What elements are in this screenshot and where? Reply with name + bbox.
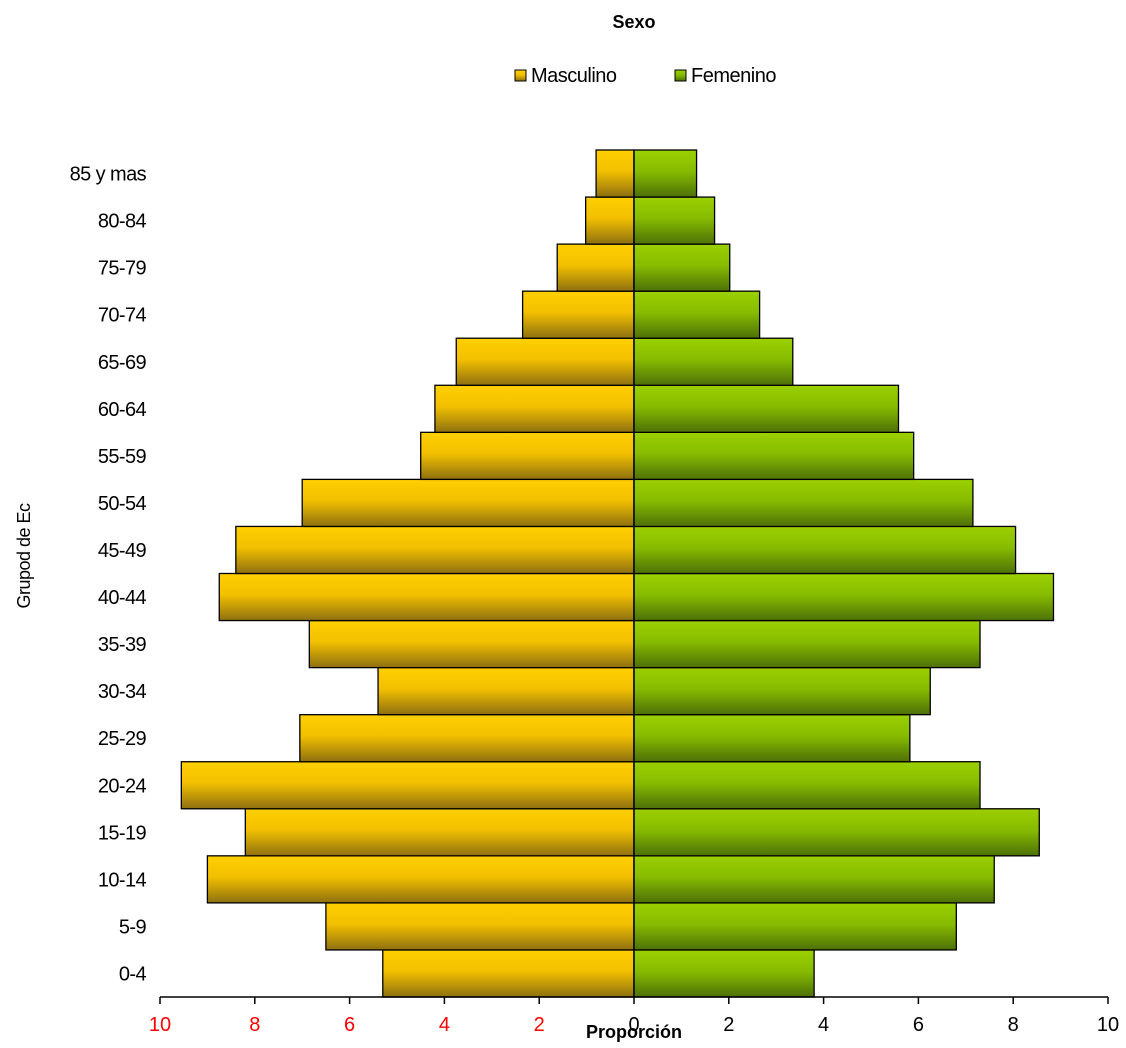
legend: Masculino Femenino <box>514 65 777 87</box>
category-label: 75-79 <box>98 258 147 280</box>
bar-femenino-40-44 <box>633 572 1055 622</box>
bar-femenino-70-74 <box>633 290 761 339</box>
bar-masculino-20-24 <box>180 761 635 810</box>
category-label: 30-34 <box>98 681 147 703</box>
bar-masculino-70-74 <box>521 290 635 339</box>
legend-swatch-masculino <box>514 69 527 82</box>
x-tick-label: 4 <box>439 1014 450 1036</box>
bar-femenino-60-64 <box>633 384 900 433</box>
category-label: 85 y mas <box>70 164 147 186</box>
bar-masculino-55-59 <box>420 431 635 481</box>
bar-masculino-60-64 <box>434 384 635 433</box>
bar-masculino-50-54 <box>301 478 635 528</box>
bar-femenino-55-59 <box>633 431 915 481</box>
bar-femenino-65-69 <box>633 337 794 386</box>
bar-masculino-30-34 <box>377 666 635 716</box>
plot-area: 0-4 5-9 10-14 15-19 20-24 25-29 30-34 35-39 40-4… <box>70 149 1119 1036</box>
bar-femenino-15-19 <box>633 808 1040 857</box>
category-label: 60-64 <box>98 399 147 421</box>
y-axis-title: Grupod de Ec <box>14 503 34 609</box>
bar-masculino-0-4 <box>382 949 635 998</box>
legend-label-femenino: Femenino <box>691 65 776 87</box>
legend-swatch-femenino <box>674 69 687 82</box>
bar-femenino-25-29 <box>633 714 911 763</box>
x-tick-label: 6 <box>344 1014 355 1036</box>
x-tick-label: 10 <box>149 1014 171 1036</box>
bar-femenino-50-54 <box>633 478 974 528</box>
bar-femenino-30-34 <box>633 666 931 716</box>
bar-femenino-5-9 <box>633 902 957 951</box>
bar-femenino-20-24 <box>633 761 981 810</box>
x-tick-label: 8 <box>249 1014 260 1036</box>
category-label: 15-19 <box>98 822 147 844</box>
category-label: 80-84 <box>98 211 147 233</box>
bar-masculino-80-84 <box>585 196 635 245</box>
bar-masculino-5-9 <box>325 902 635 951</box>
category-label: 25-29 <box>98 728 147 750</box>
bar-masculino-40-44 <box>218 572 635 622</box>
bar-masculino-35-39 <box>308 619 635 669</box>
x-tick-label: 0 <box>628 1014 639 1036</box>
category-label: 65-69 <box>98 352 147 374</box>
category-label: 0-4 <box>119 963 147 985</box>
bar-masculino-65-69 <box>455 337 635 386</box>
bar-masculino-15-19 <box>244 808 635 857</box>
category-label: 50-54 <box>98 493 147 515</box>
x-tick-label: 8 <box>1008 1014 1019 1036</box>
category-label: 70-74 <box>98 305 147 327</box>
bar-femenino-0-4 <box>633 949 815 998</box>
x-tick-label: 4 <box>818 1014 829 1036</box>
category-label: 40-44 <box>98 587 147 609</box>
x-tick-label: 10 <box>1097 1014 1119 1036</box>
bar-femenino-45-49 <box>633 525 1017 575</box>
bar-masculino-85-y-mas <box>595 149 635 198</box>
x-tick-label: 2 <box>723 1014 734 1036</box>
bar-masculino-75-79 <box>556 243 635 292</box>
category-label: 10-14 <box>98 869 147 891</box>
bar-femenino-85-y-mas <box>633 149 698 198</box>
x-tick-label: 6 <box>913 1014 924 1036</box>
category-label: 35-39 <box>98 634 147 656</box>
category-label: 55-59 <box>98 446 147 468</box>
x-tick-label: 2 <box>534 1014 545 1036</box>
bar-masculino-45-49 <box>235 525 635 575</box>
bar-femenino-35-39 <box>633 619 981 669</box>
x-axis-title: Proporción <box>586 1022 682 1042</box>
bar-femenino-80-84 <box>633 196 716 245</box>
bar-femenino-75-79 <box>633 243 731 292</box>
bar-masculino-10-14 <box>206 855 635 904</box>
category-label: 45-49 <box>98 540 147 562</box>
bar-femenino-10-14 <box>633 855 995 904</box>
chart-title: Sexo <box>612 12 655 32</box>
category-label: 20-24 <box>98 775 147 797</box>
bar-masculino-25-29 <box>299 714 635 763</box>
legend-label-masculino: Masculino <box>531 65 617 87</box>
category-label: 5-9 <box>119 916 147 938</box>
